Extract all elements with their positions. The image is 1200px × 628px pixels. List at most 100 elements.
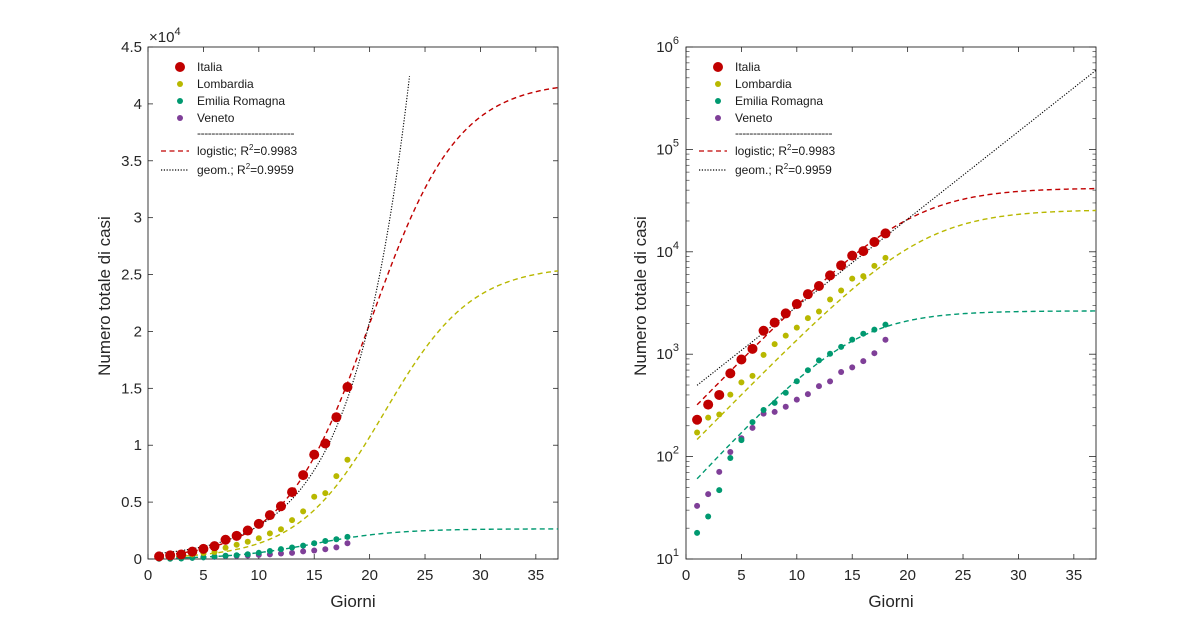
data-point — [860, 358, 867, 365]
data-point — [222, 552, 229, 559]
data-point — [880, 228, 891, 239]
legend-entry-label: Italia — [197, 60, 223, 74]
data-point — [311, 540, 318, 547]
data-point — [815, 357, 822, 364]
data-point — [847, 250, 858, 261]
x-tick-label: 30 — [472, 567, 489, 584]
legend-entry-label: Emilia Romagna — [735, 94, 823, 108]
data-points — [692, 228, 891, 536]
data-point — [165, 550, 176, 561]
series-italia — [692, 228, 891, 425]
data-point — [716, 487, 723, 494]
legend-entry-label: Emilia Romagna — [197, 94, 285, 108]
legend: Italia Lombardia Emilia Romagna Veneto-----… — [161, 60, 298, 177]
data-point — [869, 237, 880, 248]
x-axis-label: Giorni — [868, 592, 913, 611]
logistic-fit-line — [159, 86, 558, 557]
data-point — [333, 536, 340, 543]
data-point — [242, 525, 253, 536]
logistic-fit-line — [696, 209, 1096, 440]
data-point — [760, 407, 767, 414]
y-tick-label: 104 — [656, 240, 679, 261]
x-tick-label: 20 — [361, 567, 378, 584]
data-point — [703, 399, 714, 410]
y-exponent-base: ×10 — [149, 29, 174, 46]
x-tick-label: 25 — [955, 567, 972, 584]
data-point — [858, 246, 869, 257]
data-point — [694, 429, 701, 436]
data-point — [802, 289, 813, 300]
legend-marker — [715, 115, 721, 121]
data-point — [849, 275, 856, 282]
data-point — [220, 534, 231, 545]
data-point — [287, 487, 298, 498]
data-point — [793, 324, 800, 331]
data-point — [344, 540, 351, 547]
data-point — [694, 529, 701, 536]
data-point — [882, 254, 889, 261]
data-point — [311, 547, 318, 554]
legend-fit-text: logistic; R — [735, 144, 787, 158]
data-point — [187, 546, 198, 557]
data-point — [333, 544, 340, 551]
data-point — [716, 411, 723, 418]
data-point — [727, 454, 734, 461]
y-tick-exponent: 2 — [673, 445, 679, 457]
legend: Italia Lombardia Emilia Romagna Veneto-----… — [699, 60, 836, 177]
x-tick-label: 5 — [737, 567, 745, 584]
plot-area — [147, 46, 559, 560]
data-point — [815, 383, 822, 390]
legend-fit-text: geom.; R — [197, 163, 246, 177]
data-point — [804, 315, 811, 322]
data-point — [815, 308, 822, 315]
data-point — [266, 530, 273, 537]
legend-fit-label: logistic; R2=0.9983 — [197, 143, 298, 158]
data-point — [749, 424, 756, 431]
legend-entry-label: Lombardia — [735, 77, 792, 91]
data-point — [838, 343, 845, 350]
data-point — [275, 501, 286, 512]
data-point — [344, 456, 351, 463]
series-emilia-romagna — [694, 321, 889, 536]
y-tick-label: 106 — [656, 35, 679, 56]
data-point — [725, 368, 736, 379]
data-point — [882, 321, 889, 328]
data-point — [827, 296, 834, 303]
x-tick-label: 15 — [306, 567, 323, 584]
data-point — [793, 396, 800, 403]
data-point — [871, 326, 878, 333]
data-point — [266, 548, 273, 555]
data-point — [747, 343, 758, 354]
data-point — [738, 379, 745, 386]
y-axis-label: Numero totale di casi — [631, 216, 650, 376]
legend-fit-value: =0.9983 — [253, 144, 297, 158]
logistic-fit-line — [159, 528, 558, 559]
x-tick-label: 5 — [199, 567, 207, 584]
data-point — [849, 336, 856, 343]
y-tick-label: 0 — [134, 551, 142, 568]
legend-fit-superscript: 2 — [784, 162, 789, 171]
data-point — [244, 538, 251, 545]
y-tick-base: 10 — [656, 551, 673, 568]
data-point — [716, 468, 723, 475]
data-point — [871, 262, 878, 269]
data-point — [782, 332, 789, 339]
x-tick-label: 10 — [250, 567, 267, 584]
data-point — [277, 526, 284, 533]
legend-entry-label: Veneto — [735, 111, 773, 125]
data-point — [813, 280, 824, 291]
data-point — [277, 546, 284, 553]
data-point — [342, 382, 353, 393]
data-point — [738, 437, 745, 444]
data-point — [727, 448, 734, 455]
data-point — [222, 544, 229, 551]
data-point — [200, 554, 207, 561]
data-point — [838, 369, 845, 376]
y-tick-label: 1.5 — [121, 380, 142, 397]
data-point — [211, 553, 218, 560]
legend-fit-label: logistic; R2=0.9983 — [735, 143, 836, 158]
y-exponent-label: ×104 — [149, 26, 181, 46]
data-point — [760, 351, 767, 358]
legend-fit-label: geom.; R2=0.9959 — [197, 162, 294, 177]
